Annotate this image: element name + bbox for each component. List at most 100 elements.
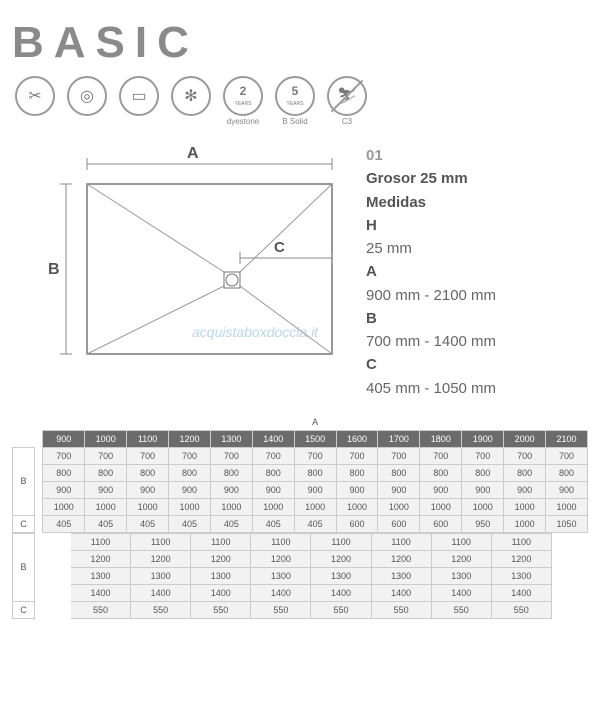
table-cell: 700 <box>43 447 85 464</box>
antibac-icon: ✻ <box>171 76 211 116</box>
table-cell: 700 <box>462 447 504 464</box>
table-cell: 1400 <box>371 584 431 601</box>
table-cell: 600 <box>420 515 462 532</box>
table-cell: 900 <box>546 481 588 498</box>
table-cell: 550 <box>431 601 491 618</box>
table-cell: 600 <box>336 515 378 532</box>
icon-row: ✂◎▭✻2YEARSdyestone5YEARS B Solid ⛷C3 <box>12 76 588 126</box>
table-cell: 1000 <box>336 498 378 515</box>
table-cell: 405 <box>43 515 85 532</box>
dimension-table-1: A900100011001200130014001500160017001800… <box>12 414 588 533</box>
col-header: 2000 <box>504 430 546 447</box>
col-header: 1000 <box>85 430 127 447</box>
table-cell: 1100 <box>71 533 131 550</box>
feature-icon-antibac: ✻ <box>168 76 214 116</box>
feature-icon-drain: ◎ <box>64 76 110 116</box>
spec-index: 01 <box>366 144 588 167</box>
table-cell: 1400 <box>431 584 491 601</box>
table-cell: 1000 <box>294 498 336 515</box>
table-cell: 405 <box>169 515 211 532</box>
table-cell: 550 <box>311 601 371 618</box>
table-cell: 405 <box>252 515 294 532</box>
icon-label: B Solid <box>282 118 307 126</box>
spec-h-val: 25 mm <box>366 237 588 260</box>
spec-measures: Medidas <box>366 191 588 214</box>
table-cell: 900 <box>169 481 211 498</box>
table-cell: 800 <box>294 464 336 481</box>
specs-block: 01 Grosor 25 mm Medidas H 25 mm A 900 mm… <box>366 144 588 400</box>
col-header: 1300 <box>210 430 252 447</box>
table-cell: 1050 <box>546 515 588 532</box>
feature-icon-antislip: ⛷C3 <box>324 76 370 126</box>
table-cell: 700 <box>420 447 462 464</box>
row-label-b: B <box>13 533 35 601</box>
table-cell: 900 <box>504 481 546 498</box>
table-cell: 1000 <box>127 498 169 515</box>
table-cell: 800 <box>336 464 378 481</box>
table-cell: 1300 <box>71 567 131 584</box>
table-cell: 550 <box>131 601 191 618</box>
table-cell: 405 <box>294 515 336 532</box>
spec-thickness: Grosor 25 mm <box>366 167 588 190</box>
table-cell: 800 <box>85 464 127 481</box>
table-cell: 1400 <box>311 584 371 601</box>
dim-label-b: B <box>48 261 60 278</box>
table-cell: 1000 <box>169 498 211 515</box>
table-cell: 1400 <box>491 584 551 601</box>
row-label-b: B <box>13 447 35 515</box>
table-cell: 1200 <box>371 550 431 567</box>
table-cell: 800 <box>127 464 169 481</box>
table-cell: 900 <box>210 481 252 498</box>
table-cell: 900 <box>336 481 378 498</box>
table-cell: 700 <box>127 447 169 464</box>
table-cell: 700 <box>210 447 252 464</box>
table-cell: 1200 <box>431 550 491 567</box>
table-cell: 900 <box>378 481 420 498</box>
table-cell: 1000 <box>210 498 252 515</box>
table-cell: 800 <box>546 464 588 481</box>
icon-label: C3 <box>342 118 352 126</box>
table-cell: 1300 <box>311 567 371 584</box>
drain-icon: ◎ <box>67 76 107 116</box>
col-header: 1800 <box>420 430 462 447</box>
col-header: 1100 <box>127 430 169 447</box>
col-header: 1200 <box>169 430 211 447</box>
table-cell: 405 <box>85 515 127 532</box>
feature-icon-ruler: ▭ <box>116 76 162 116</box>
table-cell: 1000 <box>43 498 85 515</box>
feature-icon-scissors: ✂ <box>12 76 58 116</box>
dim-label-a: A <box>187 145 199 162</box>
table-cell: 1200 <box>251 550 311 567</box>
table-cell: 800 <box>210 464 252 481</box>
table-cell: 700 <box>169 447 211 464</box>
table-cell: 550 <box>491 601 551 618</box>
table-cell: 700 <box>504 447 546 464</box>
table-cell: 1100 <box>431 533 491 550</box>
table-cell: 1100 <box>491 533 551 550</box>
dimension-table-2: B110011001100110011001100110011001200120… <box>12 533 588 619</box>
product-diagram: A B C acquistaboxdoccia.it <box>42 144 352 400</box>
table-cell: 900 <box>85 481 127 498</box>
table-cell: 405 <box>210 515 252 532</box>
feature-icon-warranty2: 2YEARSdyestone <box>220 76 266 126</box>
spec-h-key: H <box>366 214 588 237</box>
table-cell: 1100 <box>311 533 371 550</box>
col-header: 1600 <box>336 430 378 447</box>
table-cell: 550 <box>371 601 431 618</box>
table-cell: 1400 <box>71 584 131 601</box>
feature-icon-warranty5: 5YEARS B Solid <box>272 76 318 126</box>
table-cell: 800 <box>378 464 420 481</box>
col-header: 2100 <box>546 430 588 447</box>
warranty5-icon: 5YEARS <box>275 76 315 116</box>
table-cell: 1000 <box>504 515 546 532</box>
row-label-c: C <box>13 601 35 618</box>
table-cell: 800 <box>420 464 462 481</box>
table-cell: 800 <box>504 464 546 481</box>
table-cell: 405 <box>127 515 169 532</box>
spec-a-val: 900 mm - 2100 mm <box>366 284 588 307</box>
row-label-c: C <box>13 515 35 532</box>
table-cell: 550 <box>251 601 311 618</box>
table-cell: 550 <box>191 601 251 618</box>
table-cell: 1000 <box>420 498 462 515</box>
table-cell: 600 <box>378 515 420 532</box>
